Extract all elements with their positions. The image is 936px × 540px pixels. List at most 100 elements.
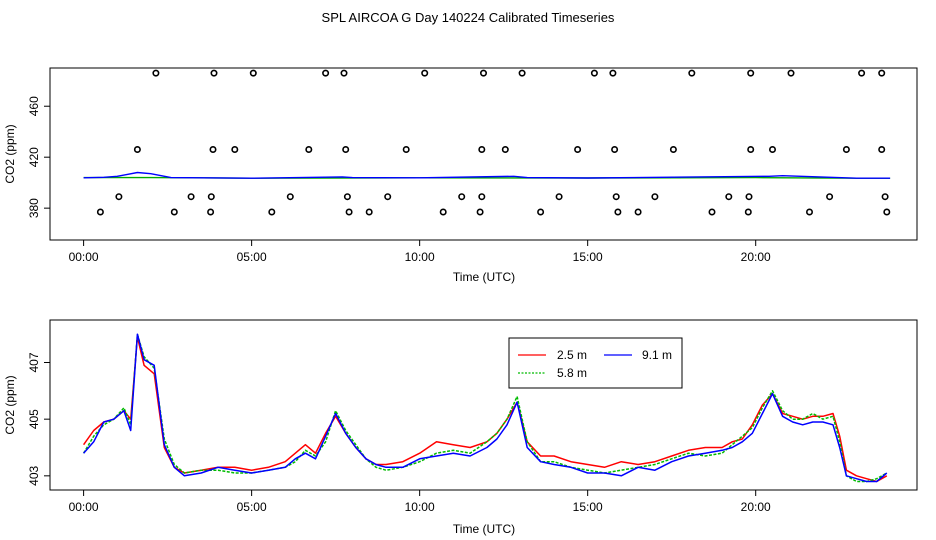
top-panel: 00:00 05:00 10:00 15:00 20:00 380 420 460 Time… — [3, 67, 918, 284]
calibration-point — [708, 208, 716, 216]
series-line-2-5-m — [82, 336, 888, 483]
x-tick-label: 05:00 — [237, 500, 267, 514]
x-tick-label: 10:00 — [405, 250, 435, 264]
calibration-point — [878, 69, 886, 77]
calibration-point — [340, 69, 348, 77]
calibration-point — [342, 146, 350, 154]
x-tick-label: 20:00 — [741, 500, 771, 514]
calibration-point — [501, 146, 509, 154]
calibration-point — [725, 193, 733, 201]
x-tick-label: 00:00 — [69, 500, 99, 514]
bottom-panel: 00:00 05:00 10:00 15:00 20:00 403 405 407 Time… — [3, 319, 918, 536]
legend: 2.5 m 9.1 m 5.8 m — [508, 337, 683, 389]
calibration-point — [747, 146, 755, 154]
calibration-point — [115, 193, 123, 201]
bottom-y-axis-label: CO2 (ppm) — [3, 375, 17, 434]
calibration-point — [268, 208, 276, 216]
calibration-point — [842, 146, 850, 154]
top-y-axis-label: CO2 (ppm) — [3, 124, 17, 183]
series-line-5-8-m — [82, 333, 888, 483]
legend-label-9-1m: 9.1 m — [642, 348, 672, 362]
calibration-point — [187, 193, 195, 201]
bottom-x-axis: 00:00 05:00 10:00 15:00 20:00 — [69, 490, 771, 514]
calibration-point — [518, 69, 526, 77]
y-tick-label: 420 — [27, 147, 41, 167]
calibration-point — [590, 69, 598, 77]
calibration-point — [805, 208, 813, 216]
calibration-point — [322, 69, 330, 77]
calibration-point — [768, 146, 776, 154]
calibration-point — [651, 193, 659, 201]
top-x-axis-label: Time (UTC) — [453, 270, 515, 284]
calibration-point — [210, 69, 218, 77]
calibration-point — [479, 69, 487, 77]
x-tick-label: 15:00 — [573, 500, 603, 514]
bottom-y-axis: 403 405 407 — [27, 352, 50, 486]
calibration-point — [96, 208, 104, 216]
calibration-point — [883, 208, 891, 216]
calibration-point — [343, 193, 351, 201]
calibration-point — [669, 146, 677, 154]
calibration-point — [209, 146, 217, 154]
y-tick-label: 407 — [27, 352, 41, 372]
top-series-line-blue — [83, 171, 891, 179]
calibration-point — [614, 208, 622, 216]
calibration-point — [787, 69, 795, 77]
calibration-point — [478, 146, 486, 154]
calibration-point — [365, 208, 373, 216]
y-tick-label: 403 — [27, 466, 41, 486]
bottom-x-axis-label: Time (UTC) — [453, 522, 515, 536]
calibration-point — [555, 193, 563, 201]
calibration-point — [231, 146, 239, 154]
calibration-point — [207, 193, 215, 201]
calibration-point — [609, 69, 617, 77]
calibration-point — [611, 146, 619, 154]
calibration-point — [612, 193, 620, 201]
legend-label-5-8m: 5.8 m — [557, 366, 587, 380]
calibration-point — [421, 69, 429, 77]
y-tick-label: 460 — [27, 96, 41, 116]
legend-label-2-5m: 2.5 m — [557, 348, 587, 362]
top-plot-frame — [49, 67, 918, 241]
bottom-plot-frame — [49, 319, 918, 491]
top-x-axis: 00:00 05:00 10:00 15:00 20:00 — [69, 240, 771, 264]
figure-title: SPL AIRCOA G Day 140224 Calibrated Times… — [322, 10, 615, 25]
calibration-point — [476, 208, 484, 216]
calibration-point — [537, 208, 545, 216]
bottom-series-group — [82, 333, 888, 483]
calibration-point — [305, 146, 313, 154]
x-tick-label: 00:00 — [69, 250, 99, 264]
calibration-point — [747, 69, 755, 77]
x-tick-label: 15:00 — [573, 250, 603, 264]
top-series-group — [83, 171, 891, 179]
calibration-point — [478, 193, 486, 201]
calibration-point — [249, 69, 257, 77]
y-tick-label: 380 — [27, 198, 41, 218]
calibration-point — [402, 146, 410, 154]
top-y-axis: 380 420 460 — [27, 96, 50, 218]
x-tick-label: 10:00 — [405, 500, 435, 514]
x-tick-label: 20:00 — [741, 250, 771, 264]
calibration-point — [345, 208, 353, 216]
calibration-point — [878, 146, 886, 154]
calibration-point — [207, 208, 215, 216]
calibration-point — [286, 193, 294, 201]
calibration-point — [744, 208, 752, 216]
calibration-point — [634, 208, 642, 216]
calibration-point — [152, 69, 160, 77]
calibration-point — [826, 193, 834, 201]
series-line-9-1-m — [83, 333, 888, 483]
calibration-point — [384, 193, 392, 201]
calibration-point — [574, 146, 582, 154]
legend-box — [508, 337, 683, 389]
calibration-point — [439, 208, 447, 216]
calibration-point — [688, 69, 696, 77]
x-tick-label: 05:00 — [237, 250, 267, 264]
calibration-point — [170, 208, 178, 216]
y-tick-label: 405 — [27, 409, 41, 429]
top-calibration-points — [96, 69, 891, 216]
calibration-point — [881, 193, 889, 201]
calibration-point — [745, 193, 753, 201]
calibration-point — [858, 69, 866, 77]
